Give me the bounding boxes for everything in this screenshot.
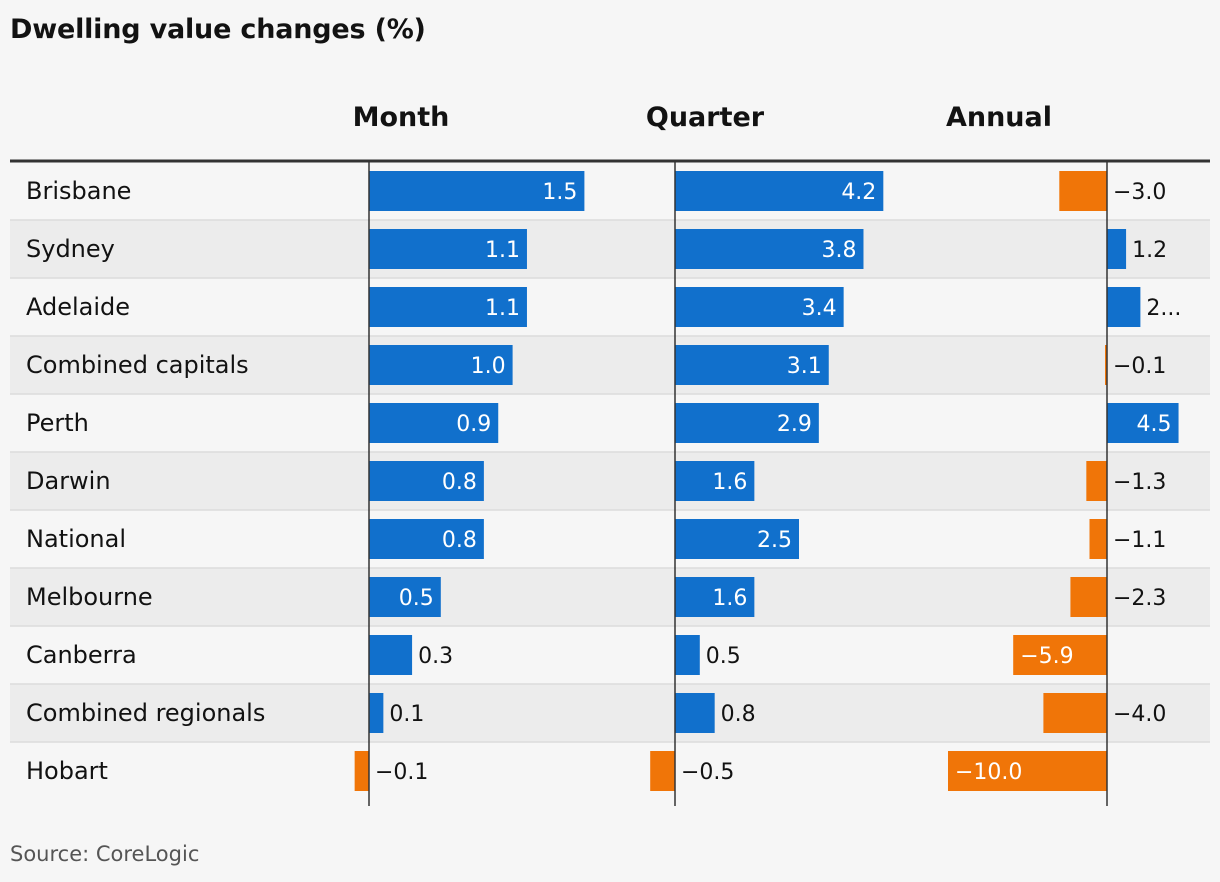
category-label: Melbourne: [26, 583, 153, 611]
chart-title: Dwelling value changes (%): [10, 14, 426, 45]
bar-quarter: [675, 287, 844, 327]
bar-quarter: [675, 461, 755, 501]
bar-quarter: [675, 635, 700, 675]
bar-annual: [1105, 345, 1107, 385]
data-label-annual: −10.0: [955, 760, 1022, 785]
data-label-annual: −2.3: [1113, 586, 1166, 611]
data-label-quarter: 3.1: [787, 354, 822, 379]
data-label-month: 1.1: [485, 296, 520, 321]
bar-annual: [1043, 693, 1107, 733]
category-label: Adelaide: [26, 293, 130, 321]
data-label-annual: 4.5: [1137, 412, 1172, 437]
bar-annual: [948, 751, 1107, 791]
data-label-quarter: 1.6: [712, 470, 747, 495]
column-header-quarter: Quarter: [646, 102, 765, 133]
bar-annual: [1059, 171, 1107, 211]
data-label-quarter: 4.2: [841, 180, 876, 205]
chart-source: Source: CoreLogic: [10, 842, 200, 866]
data-label-quarter: 2.9: [777, 412, 812, 437]
bar-month: [369, 345, 513, 385]
bar-annual: [1107, 287, 1141, 327]
bar-month: [369, 519, 484, 559]
bar-month: [369, 287, 527, 327]
data-label-quarter: 2.5: [757, 528, 792, 553]
category-label: Sydney: [26, 235, 115, 263]
bar-quarter: [675, 345, 829, 385]
category-label: National: [26, 525, 126, 553]
column-header-annual: Annual: [946, 102, 1052, 133]
data-label-month: 0.1: [389, 702, 424, 727]
bar-quarter: [675, 229, 864, 269]
bar-annual: [1107, 229, 1127, 269]
data-label-annual: −0.1: [1113, 354, 1166, 379]
bar-month: [369, 229, 527, 269]
bar-month: [369, 635, 413, 675]
category-label: Combined regionals: [26, 699, 265, 727]
data-label-annual: 1.2: [1132, 238, 1167, 263]
data-label-annual: −4.0: [1113, 702, 1166, 727]
bar-quarter: [675, 693, 715, 733]
data-label-month: 0.8: [442, 528, 477, 553]
bar-annual: [1013, 635, 1107, 675]
bar-month: [369, 461, 484, 501]
data-label-quarter: 0.5: [706, 644, 741, 669]
data-label-month: 0.9: [456, 412, 491, 437]
data-label-month: 1.5: [542, 180, 577, 205]
category-label: Darwin: [26, 467, 111, 495]
data-label-month: 0.3: [418, 644, 453, 669]
data-label-quarter: −0.5: [681, 760, 734, 785]
bar-annual: [1089, 519, 1107, 559]
data-label-annual: −5.9: [1020, 644, 1073, 669]
data-label-annual: 2...: [1146, 296, 1181, 321]
category-label: Perth: [26, 409, 89, 437]
data-label-month: −0.1: [375, 760, 428, 785]
category-label: Brisbane: [26, 177, 131, 205]
bar-annual: [1107, 403, 1179, 443]
data-label-annual: −1.3: [1113, 470, 1166, 495]
data-label-quarter: 3.4: [802, 296, 837, 321]
bar-quarter: [650, 751, 675, 791]
data-label-month: 0.5: [399, 586, 434, 611]
bar-annual: [1086, 461, 1107, 501]
data-label-quarter: 3.8: [821, 238, 856, 263]
bar-quarter: [675, 519, 799, 559]
data-label-quarter: 1.6: [712, 586, 747, 611]
bar-quarter: [675, 577, 755, 617]
data-label-month: 1.0: [471, 354, 506, 379]
bar-month: [369, 577, 441, 617]
bar-month: [369, 171, 585, 211]
data-label-month: 0.8: [442, 470, 477, 495]
data-label-annual: −1.1: [1113, 528, 1166, 553]
bar-annual: [1070, 577, 1107, 617]
column-header-month: Month: [353, 102, 450, 133]
bar-month: [354, 751, 369, 791]
bar-month: [369, 403, 499, 443]
category-label: Canberra: [26, 641, 137, 669]
category-label: Combined capitals: [26, 351, 249, 379]
bar-quarter: [675, 403, 819, 443]
category-label: Hobart: [26, 757, 108, 785]
row-background: [10, 220, 1210, 278]
bar-quarter: [675, 171, 884, 211]
row-background: [10, 684, 1210, 742]
data-label-annual: −3.0: [1113, 180, 1166, 205]
row-background: [10, 336, 1210, 394]
row-background: [10, 452, 1210, 510]
data-label-month: 1.1: [485, 238, 520, 263]
data-label-quarter: 0.8: [721, 702, 756, 727]
row-background: [10, 568, 1210, 626]
bar-month: [369, 693, 384, 733]
